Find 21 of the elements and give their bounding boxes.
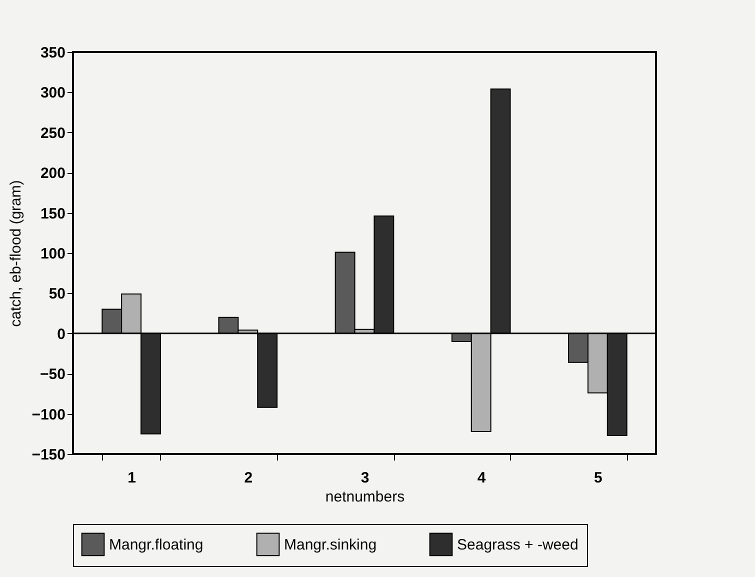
- y-tick-label: 150: [40, 205, 66, 222]
- legend-label: Mangr.sinking: [284, 536, 377, 554]
- y-tick-label: 250: [40, 124, 66, 142]
- legend-label: Seagrass + -weed: [457, 536, 578, 554]
- y-tick-label: 0: [57, 326, 66, 343]
- x-tick-label: 5: [594, 470, 602, 486]
- y-tick-label: −50: [40, 366, 66, 384]
- y-tick-label: 350: [40, 44, 66, 62]
- y-tick-label: 200: [40, 165, 66, 182]
- x-tick-label: 3: [360, 470, 370, 486]
- y-tick-label: 100: [40, 246, 66, 262]
- y-axis-title: catch, eb-flood (gram): [8, 180, 25, 327]
- x-tick-label: 2: [244, 470, 253, 486]
- x-axis-title: netnumbers: [325, 488, 405, 506]
- legend-label: Mangr.floating: [109, 536, 204, 554]
- y-tick-label: −150: [32, 446, 66, 464]
- x-tick-label: 4: [477, 470, 486, 486]
- y-tick-label: 300: [40, 84, 66, 102]
- y-tick-label: 50: [48, 286, 66, 303]
- x-tick-label: 1: [128, 470, 136, 486]
- y-tick-label: −100: [32, 406, 66, 424]
